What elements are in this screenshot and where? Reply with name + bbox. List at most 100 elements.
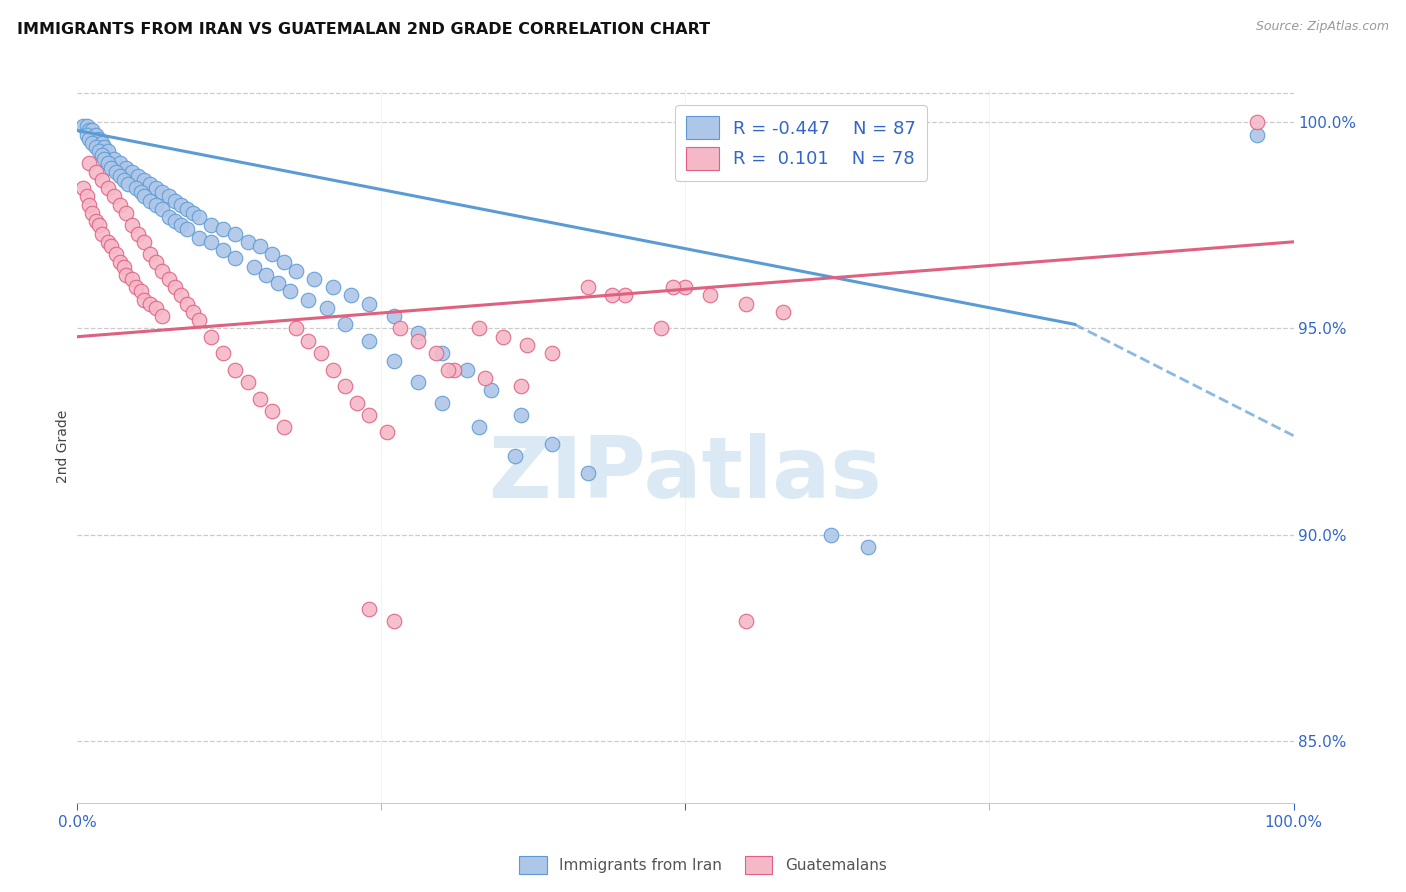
Point (139, 247, 162, 261)
Point (145, 301, 167, 315)
Point (406, 375, 429, 389)
Point (333, 379, 356, 393)
Point (72, 120, 94, 134)
Point (108, 169, 131, 183)
Point (97, 181, 120, 195)
Point (115, 206, 138, 220)
Point (224, 362, 246, 376)
Point (212, 243, 235, 257)
Point (297, 334, 319, 348)
Text: ZIPatlas: ZIPatlas (488, 433, 883, 516)
Point (285, 321, 308, 335)
Point (80, 206, 103, 220)
Point (97, 144, 120, 158)
Point (735, 615, 758, 629)
Point (139, 296, 162, 310)
Point (382, 354, 405, 368)
Point (134, 173, 156, 187)
Point (93, 140, 115, 154)
Point (613, 288, 636, 302)
Point (650, 321, 672, 335)
Point (121, 164, 143, 178)
Point (188, 313, 211, 327)
Point (129, 186, 152, 200)
Point (170, 219, 193, 233)
Point (200, 219, 222, 233)
Point (254, 268, 277, 282)
Point (145, 197, 167, 211)
Point (260, 247, 283, 261)
Point (467, 321, 489, 335)
Point (856, 540, 879, 554)
Point (76, 189, 98, 203)
Point (152, 202, 174, 216)
Point (125, 181, 148, 195)
Point (540, 346, 562, 360)
Point (602, 288, 624, 302)
Point (134, 293, 156, 307)
Point (152, 263, 174, 277)
Point (510, 408, 533, 422)
Point (84, 164, 107, 178)
Point (127, 169, 149, 183)
Point (79, 197, 101, 211)
Point (157, 189, 180, 203)
Point (108, 197, 131, 211)
Point (576, 280, 599, 294)
Point (90, 148, 112, 162)
Point (100, 239, 122, 253)
Point (467, 420, 489, 434)
Point (456, 362, 478, 376)
Point (249, 239, 271, 253)
Point (309, 346, 332, 360)
Point (79, 156, 101, 170)
Point (90, 136, 112, 150)
Point (139, 194, 162, 208)
Point (90, 173, 112, 187)
Point (72, 181, 94, 195)
Point (297, 293, 319, 307)
Point (1246, 115, 1268, 129)
Point (388, 321, 411, 335)
Point (100, 161, 122, 175)
Point (117, 177, 139, 191)
Point (89, 219, 111, 233)
Point (322, 280, 344, 294)
Point (181, 305, 204, 319)
Point (84, 140, 107, 154)
Point (735, 296, 758, 310)
Legend: R = -0.447    N = 87, R =  0.101    N = 78: R = -0.447 N = 87, R = 0.101 N = 78 (675, 105, 927, 181)
Point (80, 123, 103, 137)
Point (115, 268, 138, 282)
Point (242, 260, 264, 274)
Point (820, 527, 842, 541)
Point (157, 272, 180, 286)
Point (108, 156, 131, 170)
Text: IMMIGRANTS FROM IRAN VS GUATEMALAN 2ND GRADE CORRELATION CHART: IMMIGRANTS FROM IRAN VS GUATEMALAN 2ND G… (17, 22, 710, 37)
Point (304, 272, 326, 286)
Point (79, 131, 101, 145)
Point (125, 280, 148, 294)
Point (516, 338, 538, 352)
Point (127, 227, 149, 241)
Point (89, 144, 111, 158)
Point (93, 153, 115, 167)
Point (346, 395, 368, 409)
Point (90, 227, 112, 241)
Point (322, 362, 344, 376)
Point (200, 235, 222, 249)
Point (200, 329, 222, 343)
Point (382, 309, 405, 323)
Point (112, 173, 135, 187)
Point (406, 326, 429, 340)
Point (443, 362, 465, 376)
Point (1246, 128, 1268, 142)
Point (377, 425, 399, 439)
Point (236, 235, 259, 249)
Point (105, 164, 128, 178)
Point (145, 255, 167, 269)
Point (145, 181, 167, 195)
Point (540, 437, 562, 451)
Point (359, 296, 381, 310)
Point (437, 362, 460, 376)
